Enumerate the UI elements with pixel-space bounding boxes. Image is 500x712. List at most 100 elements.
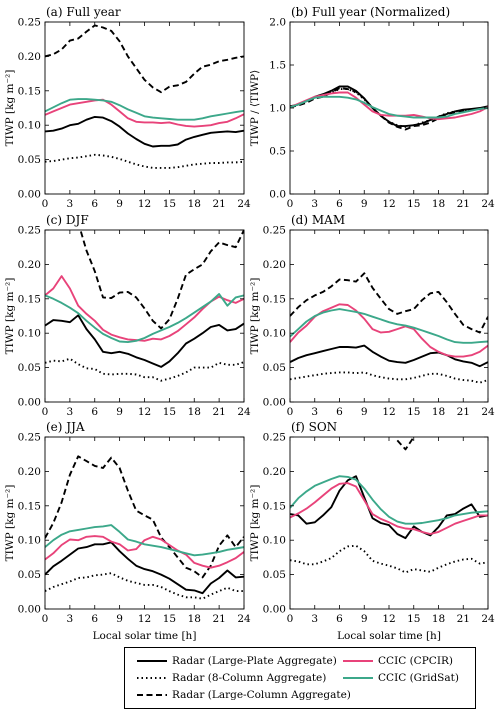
y-tick-label: 0.25 [18, 225, 41, 237]
legend: Radar (Large-Plate Aggregate) Radar (8-C… [124, 647, 476, 709]
series-line-c8 [290, 544, 488, 574]
series-line-lc [79, 230, 244, 330]
x-tick-label: 12 [138, 613, 151, 625]
legend-label: Radar (Large-Column Aggregate) [172, 689, 351, 701]
y-tick-label: 0.05 [18, 154, 41, 166]
x-tick-label: 15 [163, 613, 176, 625]
y-tick-label: 0.00 [263, 604, 286, 616]
x-tick-label: 9 [116, 198, 123, 210]
x-tick-label: 24 [481, 198, 495, 210]
series-line-lp [45, 115, 244, 148]
series-line-lc [290, 272, 488, 334]
legend-label: CCIC (CPCIR) [378, 655, 453, 667]
x-tick-label: 3 [311, 198, 318, 210]
x-tick-label: 21 [212, 198, 225, 210]
x-tick-label: 18 [188, 198, 201, 210]
x-tick-label: 0 [42, 613, 49, 625]
legend-label: CCIC (GridSat) [378, 672, 459, 684]
x-tick-label: 3 [67, 406, 74, 418]
series-line-cpcir [45, 535, 244, 569]
series-line-lc [396, 437, 415, 451]
legend-item-ccic-gridsat: CCIC (GridSat) [343, 670, 459, 686]
legend-item-ccic-cpcir: CCIC (CPCIR) [343, 653, 453, 669]
y-tick-label: 0.5 [269, 146, 286, 158]
y-tick-label: 0.15 [18, 500, 41, 512]
panel-2: 0 3 6 9 12 15 18 21 24 0.0 0.5 1.0 1.5 2.0 TIWP / ⟨TIW… [249, 5, 495, 210]
y-tick-label: 0.10 [18, 328, 41, 340]
x-axis-label: Local solar time [h] [93, 630, 197, 642]
y-tick-label: 0.00 [18, 397, 41, 409]
panel-title: (d) MAM [291, 213, 345, 227]
panel-title: (e) JJA [46, 420, 85, 434]
series-line-cpcir [290, 303, 488, 358]
x-tick-label: 21 [457, 198, 470, 210]
x-tick-label: 0 [287, 406, 294, 418]
x-tick-label: 15 [407, 613, 420, 625]
x-tick-label: 9 [116, 406, 123, 418]
legend-label: Radar (Large-Plate Aggregate) [172, 655, 337, 667]
y-tick-label: 2.0 [269, 17, 286, 29]
x-tick-label: 9 [361, 613, 368, 625]
panel-title: (b) Full year (Normalized) [291, 5, 450, 19]
series-line-lc [45, 24, 244, 94]
y-tick-label: 0.25 [263, 432, 286, 444]
x-tick-label: 15 [407, 406, 420, 418]
panel-5: 0 3 6 9 12 15 18 21 24 0.00 0.05 0.10 0.15 0.20 0.25 TI… [4, 420, 251, 642]
y-tick-label: 0.10 [263, 328, 286, 340]
y-tick-label: 0.0 [269, 189, 286, 201]
x-axis-label: Local solar time [h] [337, 630, 441, 642]
plot-frame [44, 21, 245, 195]
y-tick-label: 0.10 [18, 535, 41, 547]
x-tick-label: 6 [91, 613, 98, 625]
panel-1: 0 3 6 9 12 15 18 21 24 0.00 0.05 0.10 0.15 0.20 0.25 TI… [4, 5, 251, 210]
series-line-c8 [45, 153, 244, 169]
x-tick-label: 12 [382, 613, 395, 625]
x-tick-label: 21 [457, 613, 470, 625]
x-tick-label: 24 [237, 406, 251, 418]
x-tick-label: 6 [91, 406, 98, 418]
series-group [290, 85, 488, 131]
y-tick-label: 0.20 [18, 259, 41, 271]
plot-frame [289, 21, 489, 195]
y-axis-label: TIWP [kg m⁻²] [249, 278, 261, 355]
series-line-gridsat [290, 308, 488, 344]
x-tick-label: 12 [382, 198, 395, 210]
y-tick-label: 0.05 [263, 569, 286, 581]
legend-swatch-green [343, 677, 373, 679]
y-tick-label: 0.25 [18, 432, 41, 444]
y-axis-label: TIWP [kg m⁻²] [4, 278, 16, 355]
y-tick-label: 0.20 [263, 466, 286, 478]
series-line-c8 [45, 357, 244, 382]
y-tick-label: 0.05 [18, 362, 41, 374]
series-line-lc [45, 455, 244, 579]
x-tick-label: 3 [311, 406, 318, 418]
legend-item-radar-8-column: Radar (8-Column Aggregate) [137, 670, 326, 686]
y-tick-label: 0.15 [263, 293, 286, 305]
legend-item-radar-large-plate: Radar (Large-Plate Aggregate) [137, 653, 337, 669]
x-tick-label: 3 [67, 613, 74, 625]
x-tick-label: 18 [432, 198, 445, 210]
panel-4: 0 3 6 9 12 15 18 21 24 0.00 0.05 0.10 0.15 0.20 0.25 TI… [249, 213, 495, 418]
panel-title: (a) Full year [46, 5, 121, 19]
x-tick-label: 15 [407, 198, 420, 210]
series-line-gridsat [45, 98, 244, 121]
x-tick-label: 21 [457, 406, 470, 418]
x-tick-label: 18 [188, 613, 201, 625]
x-tick-label: 6 [91, 198, 98, 210]
y-axis-label: TIWP [kg m⁻²] [4, 485, 16, 562]
y-tick-label: 0.15 [18, 85, 41, 97]
series-group [45, 455, 244, 600]
y-tick-label: 0.15 [263, 500, 286, 512]
x-tick-label: 24 [481, 406, 495, 418]
legend-swatch-dotted-black [137, 677, 167, 679]
series-group [290, 437, 488, 574]
series-line-gridsat [290, 95, 488, 119]
y-tick-label: 0.05 [263, 362, 286, 374]
x-tick-label: 9 [116, 613, 123, 625]
x-tick-label: 12 [138, 198, 151, 210]
x-tick-label: 18 [432, 406, 445, 418]
x-tick-label: 18 [188, 406, 201, 418]
series-line-lc [290, 87, 488, 131]
panel-title: (f) SON [291, 420, 337, 434]
